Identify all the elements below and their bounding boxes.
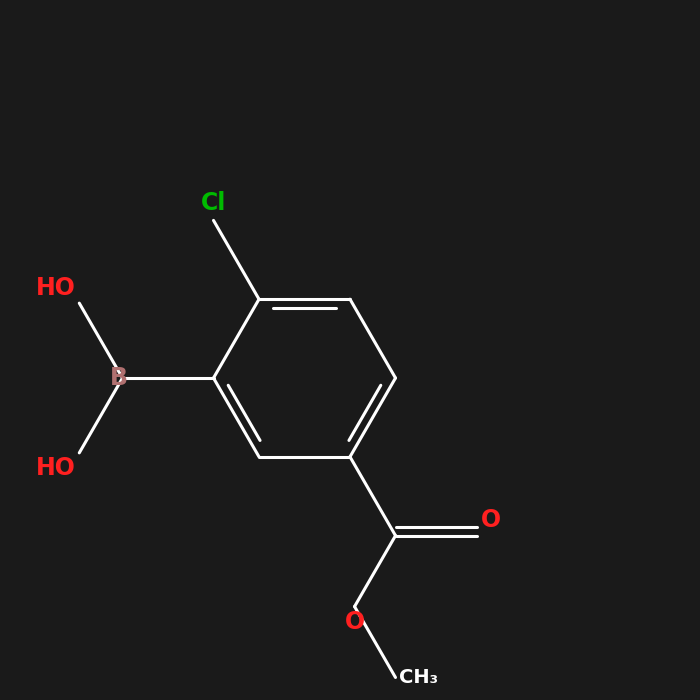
Text: HO: HO — [36, 276, 76, 300]
Text: O: O — [481, 508, 501, 532]
Text: HO: HO — [36, 456, 76, 480]
Text: B: B — [110, 366, 128, 390]
Text: CH₃: CH₃ — [399, 668, 438, 687]
Text: O: O — [344, 610, 365, 634]
Text: Cl: Cl — [201, 191, 226, 215]
